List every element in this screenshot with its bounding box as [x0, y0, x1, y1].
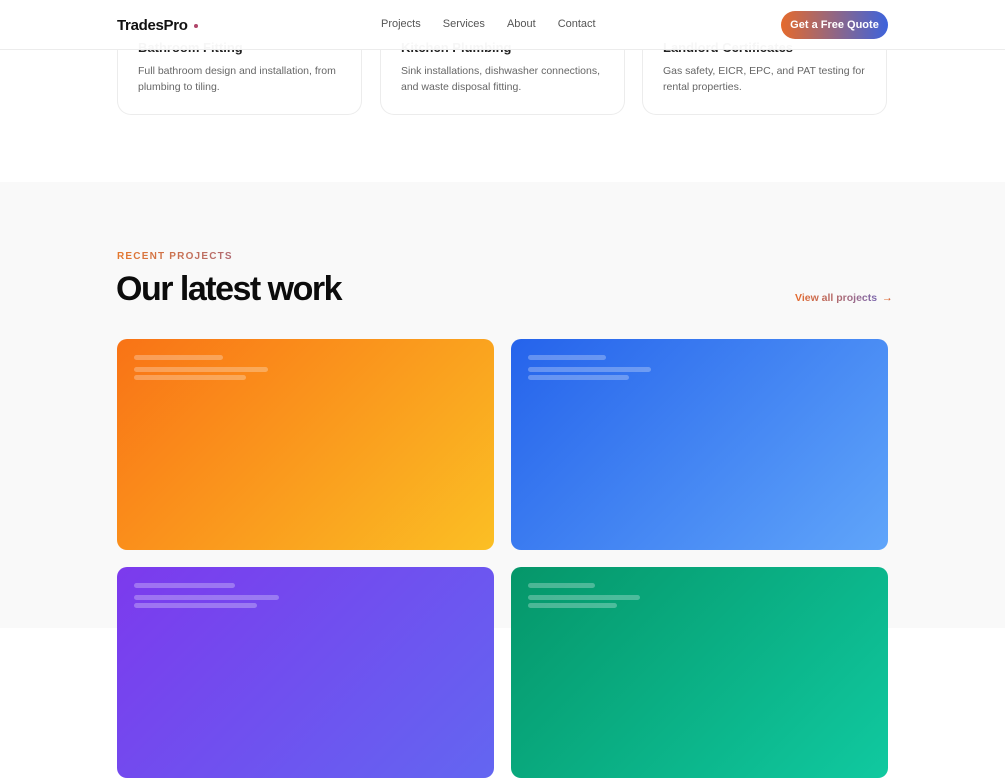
service-desc: Full bathroom design and installation, f…	[138, 65, 336, 93]
placeholder-line	[134, 355, 223, 360]
placeholder-line	[134, 603, 257, 608]
project-card[interactable]	[511, 339, 888, 550]
site-header: TradesPro Projects Services About Contac…	[0, 0, 1005, 50]
project-card[interactable]	[511, 567, 888, 778]
placeholder-line	[134, 595, 279, 600]
nav-projects[interactable]: Projects	[381, 18, 421, 30]
service-desc: Sink installations, dishwasher connectio…	[401, 65, 601, 93]
main-nav: Projects Services About Contact	[381, 18, 596, 30]
section-title: Our latest work	[116, 270, 343, 308]
view-all-label: View all projects	[795, 292, 878, 304]
get-quote-button[interactable]: Get a Free Quote	[781, 11, 888, 39]
placeholder-line	[528, 595, 640, 600]
service-desc: Gas safety, EICR, EPC, and PAT testing f…	[663, 65, 865, 93]
placeholder-line	[134, 583, 235, 588]
section-eyebrow: RECENT PROJECTS	[117, 251, 233, 262]
logo[interactable]: TradesPro	[117, 17, 198, 34]
placeholder-line	[528, 583, 595, 588]
recent-projects-section: RECENT PROJECTS Our latest work View all…	[0, 182, 1005, 778]
arrow-right-icon: →	[882, 292, 893, 304]
logo-dot-icon	[193, 24, 198, 29]
placeholder-line	[528, 603, 617, 608]
placeholder-line	[528, 355, 606, 360]
nav-services[interactable]: Services	[442, 18, 485, 30]
nav-contact[interactable]: Contact	[557, 18, 596, 30]
placeholder-line	[134, 367, 268, 372]
placeholder-line	[528, 367, 651, 372]
nav-about[interactable]: About	[506, 18, 536, 30]
placeholder-line	[134, 375, 246, 380]
view-all-projects-link[interactable]: View all projects →	[795, 292, 893, 304]
placeholder-line	[528, 375, 629, 380]
logo-text: TradesPro	[117, 17, 188, 34]
project-card[interactable]	[117, 339, 494, 550]
project-card[interactable]	[117, 567, 494, 778]
